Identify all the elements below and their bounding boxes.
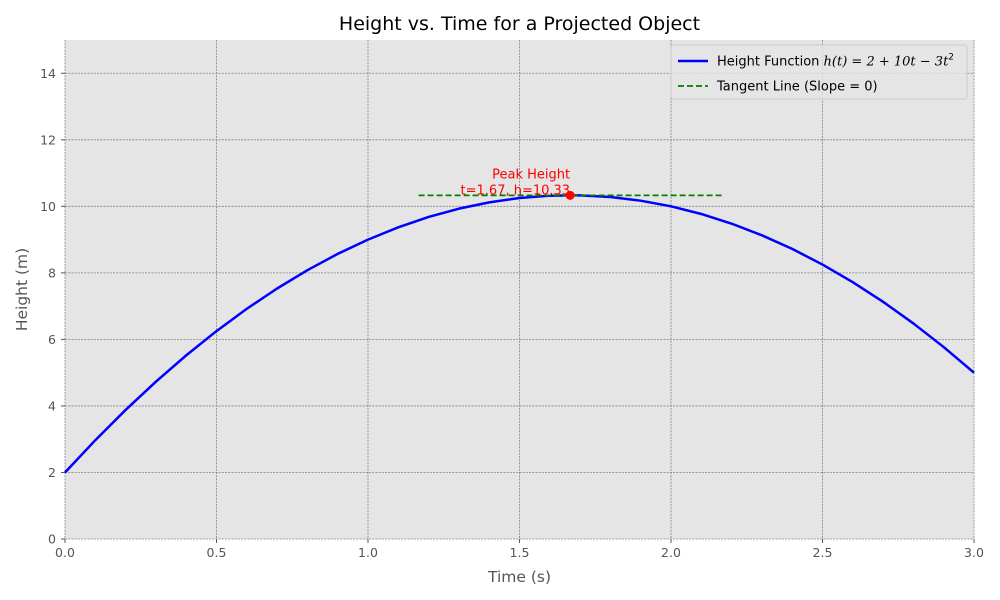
x-tick-label: 1.0 <box>358 545 378 560</box>
series-line-height-function <box>64 194 975 474</box>
legend-label-prefix: Height Function <box>717 55 824 70</box>
legend-label-math: h(t) = 2 + 10t − 3t <box>824 55 950 70</box>
axis-ticks: 0.0 0.5 1.0 1.5 2.0 2.5 3.0 0 2 4 6 8 10 12 14 <box>40 66 984 560</box>
y-tick-label: 12 <box>40 132 56 147</box>
peak-point-marker <box>565 190 575 200</box>
y-tick-label: 0 <box>48 532 56 547</box>
legend-label-superscript: 2 <box>948 53 954 63</box>
x-tick-label: 2.0 <box>661 545 681 560</box>
y-tick-label: 2 <box>48 465 56 480</box>
legend: Height Function h(t) = 2 + 10t − 3t2 Tan… <box>670 44 968 100</box>
legend-label-tangent-line: Tangent Line (Slope = 0) <box>716 80 878 95</box>
x-tick-label: 0.5 <box>207 545 227 560</box>
x-tick-label: 0.0 <box>55 545 75 560</box>
annotation-peak-values: t=1.67, h=10.33 <box>461 183 571 198</box>
y-tick-label: 8 <box>48 265 56 280</box>
x-tick-label: 2.5 <box>813 545 833 560</box>
annotation-peak-title: Peak Height <box>492 167 570 182</box>
x-tick-label: 1.5 <box>510 545 530 560</box>
y-tick-label: 10 <box>40 199 56 214</box>
y-tick-label: 6 <box>48 332 56 347</box>
chart-title: Height vs. Time for a Projected Object <box>339 13 700 35</box>
legend-label-height-function: Height Function h(t) = 2 + 10t − 3t2 <box>717 53 954 70</box>
plot-area <box>65 40 974 539</box>
series-layer <box>64 194 975 474</box>
points-layer <box>565 190 575 200</box>
x-tick-label: 3.0 <box>964 545 984 560</box>
y-axis-label: Height (m) <box>13 248 31 331</box>
x-axis-label: Time (s) <box>487 568 551 586</box>
legend-box <box>670 44 968 100</box>
y-tick-label: 4 <box>48 398 56 413</box>
y-tick-label: 14 <box>40 66 56 81</box>
